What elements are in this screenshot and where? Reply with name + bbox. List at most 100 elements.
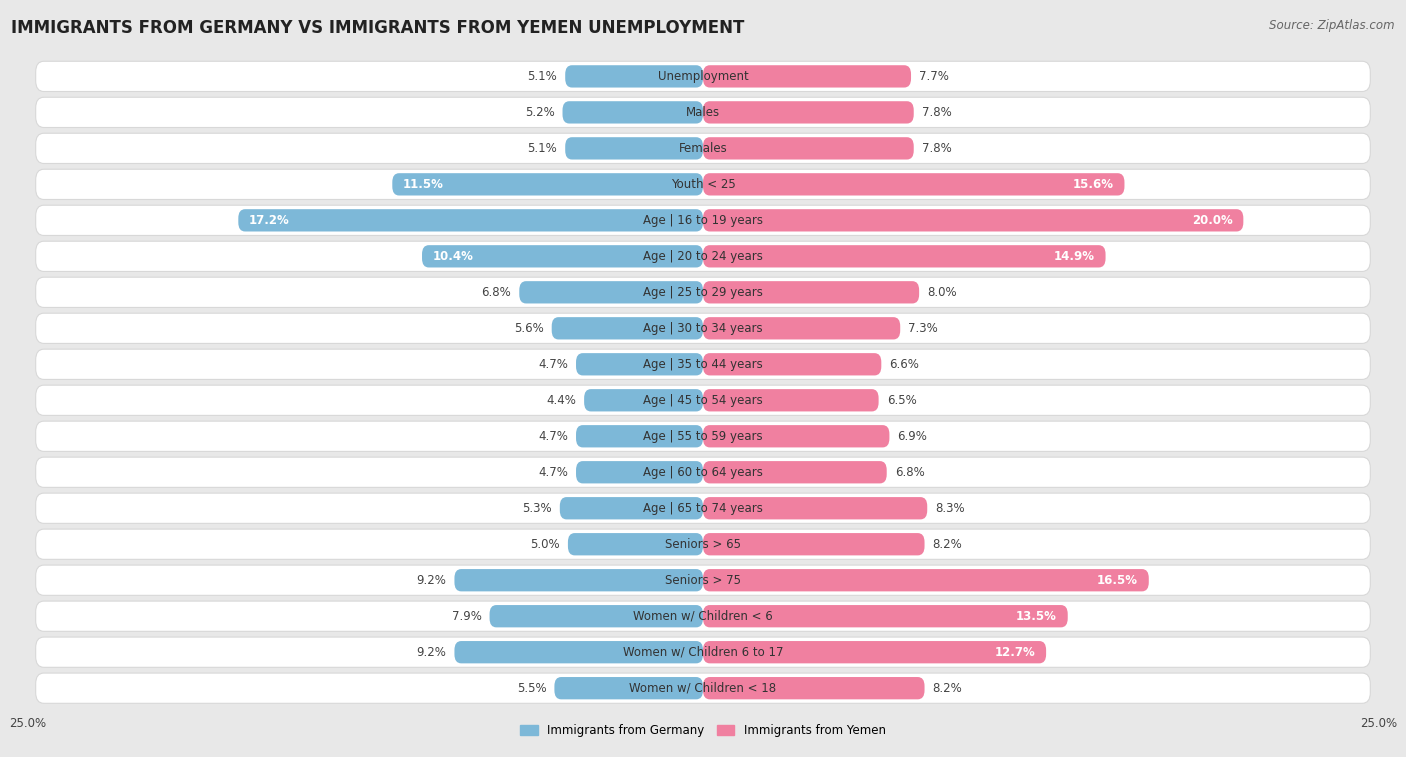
FancyBboxPatch shape [554,677,703,699]
Text: 7.3%: 7.3% [908,322,938,335]
FancyBboxPatch shape [35,385,1371,416]
FancyBboxPatch shape [35,277,1371,307]
FancyBboxPatch shape [568,533,703,556]
Text: IMMIGRANTS FROM GERMANY VS IMMIGRANTS FROM YEMEN UNEMPLOYMENT: IMMIGRANTS FROM GERMANY VS IMMIGRANTS FR… [11,19,745,37]
Text: 15.6%: 15.6% [1073,178,1114,191]
FancyBboxPatch shape [35,97,1371,127]
FancyBboxPatch shape [703,353,882,375]
FancyBboxPatch shape [35,349,1371,379]
Text: Unemployment: Unemployment [658,70,748,83]
Text: Women w/ Children < 6: Women w/ Children < 6 [633,609,773,623]
Text: 6.9%: 6.9% [897,430,928,443]
FancyBboxPatch shape [35,421,1371,451]
FancyBboxPatch shape [454,569,703,591]
FancyBboxPatch shape [565,65,703,88]
Text: 8.2%: 8.2% [932,682,962,695]
Legend: Immigrants from Germany, Immigrants from Yemen: Immigrants from Germany, Immigrants from… [516,719,890,742]
Text: Age | 55 to 59 years: Age | 55 to 59 years [643,430,763,443]
FancyBboxPatch shape [35,205,1371,235]
FancyBboxPatch shape [35,61,1371,92]
Text: 5.2%: 5.2% [524,106,554,119]
Text: 6.8%: 6.8% [894,466,925,478]
FancyBboxPatch shape [703,209,1243,232]
FancyBboxPatch shape [489,605,703,628]
FancyBboxPatch shape [703,677,925,699]
FancyBboxPatch shape [35,457,1371,488]
FancyBboxPatch shape [35,565,1371,595]
FancyBboxPatch shape [565,137,703,160]
Text: 20.0%: 20.0% [1192,213,1233,227]
Text: 12.7%: 12.7% [994,646,1035,659]
FancyBboxPatch shape [703,569,1149,591]
FancyBboxPatch shape [703,173,1125,195]
FancyBboxPatch shape [703,281,920,304]
FancyBboxPatch shape [703,65,911,88]
Text: 7.7%: 7.7% [920,70,949,83]
FancyBboxPatch shape [560,497,703,519]
Text: 7.9%: 7.9% [451,609,481,623]
FancyBboxPatch shape [583,389,703,412]
Text: Seniors > 65: Seniors > 65 [665,537,741,551]
FancyBboxPatch shape [576,353,703,375]
Text: 13.5%: 13.5% [1017,609,1057,623]
FancyBboxPatch shape [454,641,703,663]
Text: Age | 20 to 24 years: Age | 20 to 24 years [643,250,763,263]
Text: 10.4%: 10.4% [433,250,474,263]
FancyBboxPatch shape [703,497,927,519]
Text: 14.9%: 14.9% [1053,250,1095,263]
FancyBboxPatch shape [519,281,703,304]
Text: Age | 60 to 64 years: Age | 60 to 64 years [643,466,763,478]
Text: 4.7%: 4.7% [538,430,568,443]
Text: 9.2%: 9.2% [416,574,446,587]
FancyBboxPatch shape [576,461,703,484]
FancyBboxPatch shape [35,601,1371,631]
FancyBboxPatch shape [35,637,1371,668]
Text: 4.7%: 4.7% [538,358,568,371]
Text: 5.1%: 5.1% [527,70,557,83]
FancyBboxPatch shape [576,425,703,447]
Text: 6.6%: 6.6% [890,358,920,371]
FancyBboxPatch shape [35,133,1371,164]
Text: Age | 65 to 74 years: Age | 65 to 74 years [643,502,763,515]
Text: 17.2%: 17.2% [249,213,290,227]
FancyBboxPatch shape [703,605,1067,628]
Text: 4.4%: 4.4% [546,394,576,407]
FancyBboxPatch shape [551,317,703,339]
FancyBboxPatch shape [35,241,1371,272]
Text: Age | 16 to 19 years: Age | 16 to 19 years [643,213,763,227]
Text: Women w/ Children < 18: Women w/ Children < 18 [630,682,776,695]
Text: Males: Males [686,106,720,119]
Text: Age | 30 to 34 years: Age | 30 to 34 years [643,322,763,335]
Text: 4.7%: 4.7% [538,466,568,478]
Text: 8.2%: 8.2% [932,537,962,551]
Text: Women w/ Children 6 to 17: Women w/ Children 6 to 17 [623,646,783,659]
FancyBboxPatch shape [392,173,703,195]
FancyBboxPatch shape [35,313,1371,344]
FancyBboxPatch shape [703,389,879,412]
FancyBboxPatch shape [238,209,703,232]
Text: 8.0%: 8.0% [927,286,957,299]
FancyBboxPatch shape [703,641,1046,663]
FancyBboxPatch shape [703,317,900,339]
Text: Source: ZipAtlas.com: Source: ZipAtlas.com [1270,19,1395,32]
Text: 5.3%: 5.3% [522,502,551,515]
FancyBboxPatch shape [35,673,1371,703]
FancyBboxPatch shape [703,533,925,556]
Text: Age | 35 to 44 years: Age | 35 to 44 years [643,358,763,371]
Text: 5.6%: 5.6% [513,322,544,335]
Text: 7.8%: 7.8% [922,106,952,119]
Text: 5.1%: 5.1% [527,142,557,155]
Text: 7.8%: 7.8% [922,142,952,155]
Text: Youth < 25: Youth < 25 [671,178,735,191]
FancyBboxPatch shape [703,101,914,123]
Text: 16.5%: 16.5% [1097,574,1137,587]
Text: Seniors > 75: Seniors > 75 [665,574,741,587]
Text: Age | 25 to 29 years: Age | 25 to 29 years [643,286,763,299]
Text: 6.5%: 6.5% [887,394,917,407]
FancyBboxPatch shape [422,245,703,267]
FancyBboxPatch shape [35,529,1371,559]
Text: 9.2%: 9.2% [416,646,446,659]
Text: Age | 45 to 54 years: Age | 45 to 54 years [643,394,763,407]
FancyBboxPatch shape [35,493,1371,523]
FancyBboxPatch shape [703,461,887,484]
